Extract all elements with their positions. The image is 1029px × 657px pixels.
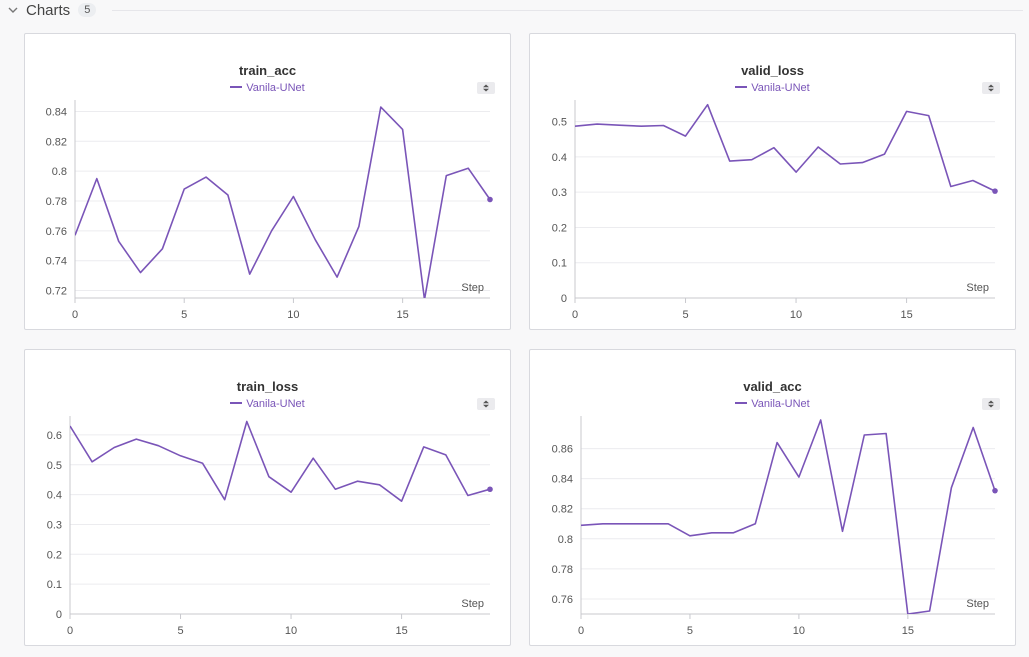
y-tick-label: 0.84 [46, 106, 67, 118]
line-chart[interactable]: 0.72 0.74 0.76 0.78 0.8 0.82 0.84 0 5 10 15 Step [25, 34, 512, 331]
y-tick-label: 0.1 [47, 579, 62, 591]
x-tick-label: 5 [181, 309, 187, 321]
x-tick-label: 15 [900, 309, 912, 321]
chart-title: valid_acc [743, 379, 802, 394]
chart-title: valid_loss [741, 63, 804, 78]
x-tick-label: 15 [397, 309, 409, 321]
series-line [581, 419, 996, 614]
section-divider [112, 10, 1023, 11]
y-tick-label: 0.4 [552, 152, 567, 164]
chart-panel-valid-loss[interactable]: valid_loss Vanila-UNet 0 0.1 0.2 0.3 0.4 0.5 0… [529, 33, 1016, 330]
x-tick-label: 10 [790, 309, 802, 321]
x-tick-label: 15 [395, 625, 407, 637]
line-chart[interactable]: 0 0.1 0.2 0.3 0.4 0.5 0.6 0 5 10 15 Step [25, 350, 512, 647]
y-tick-label: 0.74 [46, 256, 67, 268]
chevron-down-icon[interactable] [6, 3, 20, 17]
y-tick-label: 0.1 [552, 258, 567, 270]
y-tick-label: 0.78 [552, 564, 573, 576]
series-line [575, 103, 996, 192]
y-tick-label: 0.76 [46, 226, 67, 238]
y-tick-label: 0.3 [47, 519, 62, 531]
line-chart[interactable]: 0.76 0.78 0.8 0.82 0.84 0.86 0 5 10 15 Step [530, 350, 1017, 647]
y-tick-label: 0.3 [552, 187, 567, 199]
chart-legend[interactable]: Vanila-UNet [530, 398, 1015, 410]
chart-panel-train-loss[interactable]: train_loss Vanila-UNet 0 0.1 0.2 0.3 0.4 0.5 0… [24, 349, 511, 646]
series-line [70, 420, 491, 502]
y-tick-label: 0.82 [46, 136, 67, 148]
sort-icon [988, 400, 994, 408]
chart-legend[interactable]: Vanila-UNet [25, 82, 510, 94]
sort-toggle-button[interactable] [477, 398, 495, 410]
x-tick-label: 0 [578, 625, 584, 637]
chart-legend[interactable]: Vanila-UNet [25, 398, 510, 410]
x-axis-label: Step [461, 282, 484, 294]
x-axis-label: Step [966, 282, 989, 294]
y-tick-label: 0.76 [552, 594, 573, 606]
y-tick-label: 0.82 [552, 504, 573, 516]
sort-icon [483, 400, 489, 408]
chart-panel-train-acc[interactable]: train_acc Vanila-UNet 0.72 0.74 0.76 0.78 0.… [24, 33, 511, 330]
y-tick-label: 0.72 [46, 286, 67, 298]
x-tick-label: 5 [177, 625, 183, 637]
y-tick-label: 0.5 [552, 117, 567, 129]
chart-panel-valid-acc[interactable]: valid_acc Vanila-UNet 0.76 0.78 0.8 0.82 0.8… [529, 349, 1016, 646]
y-tick-label: 0.4 [47, 490, 62, 502]
y-tick-label: 0.6 [47, 430, 62, 442]
y-tick-label: 0.2 [552, 222, 567, 234]
legend-label: Vanila-UNet [751, 82, 810, 94]
sort-icon [483, 84, 489, 92]
line-chart[interactable]: 0 0.1 0.2 0.3 0.4 0.5 0 5 10 15 Step [530, 34, 1017, 331]
chart-title: train_loss [236, 379, 299, 394]
y-tick-label: 0.8 [52, 166, 67, 178]
legend-label: Vanila-UNet [751, 398, 810, 410]
last-point-marker [487, 196, 493, 203]
y-tick-label: 0.84 [552, 474, 573, 486]
chart-title: train_acc [238, 63, 297, 78]
last-point-marker [487, 486, 493, 493]
legend-label: Vanila-UNet [246, 398, 305, 410]
sort-toggle-button[interactable] [982, 82, 1000, 94]
y-tick-label: 0.2 [47, 549, 62, 561]
sort-icon [988, 84, 994, 92]
chart-legend[interactable]: Vanila-UNet [530, 82, 1015, 94]
series-line [75, 106, 491, 298]
x-tick-label: 0 [67, 625, 73, 637]
x-tick-label: 5 [682, 309, 688, 321]
y-tick-label: 0.5 [47, 460, 62, 472]
x-tick-label: 0 [72, 309, 78, 321]
x-tick-label: 5 [687, 625, 693, 637]
legend-label: Vanila-UNet [246, 82, 305, 94]
legend-line-icon [230, 86, 243, 89]
y-tick-label: 0 [561, 293, 567, 305]
x-tick-label: 10 [287, 309, 299, 321]
section-header[interactable]: Charts 5 [6, 0, 97, 20]
legend-line-icon [735, 86, 748, 89]
x-tick-label: 10 [285, 625, 297, 637]
sort-toggle-button[interactable] [477, 82, 495, 94]
x-tick-label: 0 [572, 309, 578, 321]
section-title: Charts [26, 1, 71, 19]
last-point-marker [992, 487, 998, 494]
y-tick-label: 0.86 [552, 444, 573, 456]
y-tick-label: 0 [56, 609, 62, 621]
last-point-marker [992, 188, 998, 194]
x-tick-label: 10 [793, 625, 805, 637]
x-axis-label: Step [966, 598, 989, 610]
y-tick-label: 0.8 [558, 534, 573, 546]
sort-toggle-button[interactable] [982, 398, 1000, 410]
legend-line-icon [735, 402, 748, 405]
x-tick-label: 15 [902, 625, 914, 637]
y-tick-label: 0.78 [46, 196, 67, 208]
legend-line-icon [230, 402, 243, 405]
count-badge: 5 [78, 3, 97, 17]
x-axis-label: Step [461, 598, 484, 610]
